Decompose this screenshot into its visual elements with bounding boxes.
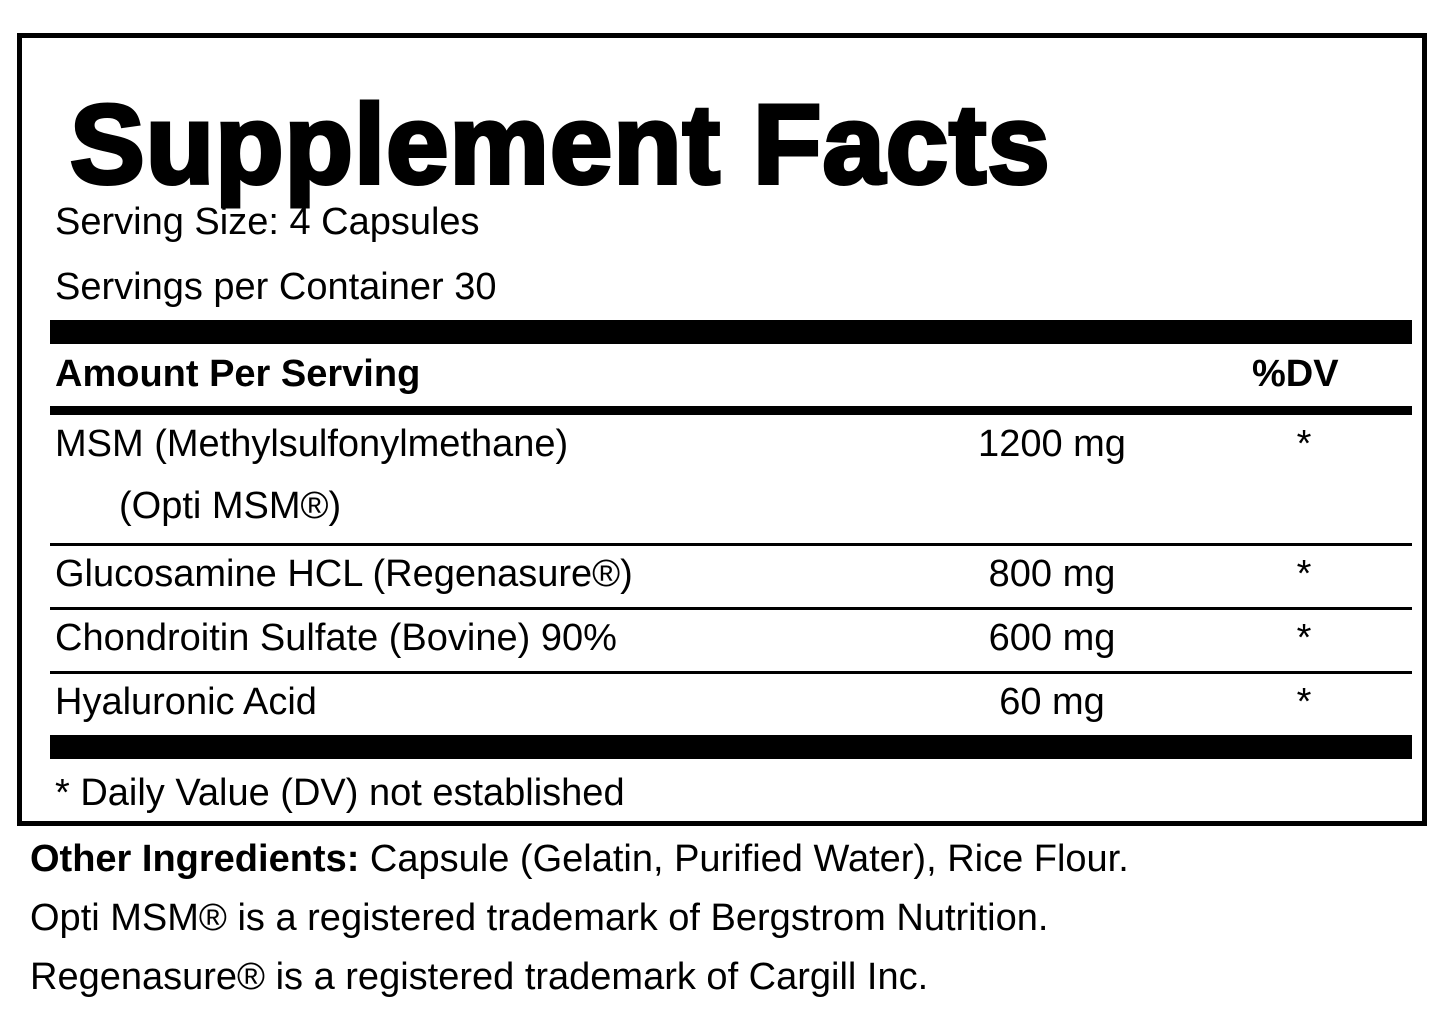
row-rule — [50, 543, 1412, 546]
row-rule — [50, 607, 1412, 610]
row-rule — [50, 671, 1412, 674]
ingredient-name: Hyaluronic Acid — [55, 681, 317, 723]
rule — [50, 406, 1412, 415]
dv-header: %DV — [1252, 353, 1339, 395]
ingredient-sub: (Opti MSM®) — [119, 485, 342, 527]
serving-size: Serving Size: 4 Capsules — [55, 201, 480, 243]
ingredient-dv: * — [1296, 553, 1312, 595]
thick-rule — [50, 320, 1412, 344]
note: Opti MSM® is a registered trademark of B… — [30, 897, 1049, 939]
ingredient-dv: * — [1296, 617, 1312, 659]
ingredient-name: Chondroitin Sulfate (Bovine) 90% — [55, 617, 617, 659]
ingredient-name: Glucosamine HCL (Regenasure®) — [55, 553, 633, 595]
ingredient-amount: 60 mg — [999, 681, 1105, 723]
footnote: * Daily Value (DV) not established — [55, 772, 625, 814]
title: Supplement Facts — [68, 80, 1052, 209]
servings-per-container: Servings per Container 30 — [55, 266, 497, 308]
note: Regenasure® is a registered trademark of… — [30, 956, 929, 998]
other-ingredients: Other Ingredients: Capsule (Gelatin, Pur… — [30, 838, 1129, 881]
other-text: Capsule (Gelatin, Purified Water), Rice … — [359, 838, 1129, 880]
ingredient-dv: * — [1296, 423, 1312, 465]
facts-panel: Supplement Facts Serving Size: 4 Capsule… — [17, 33, 1427, 826]
ingredient-amount: 800 mg — [988, 553, 1116, 595]
ingredient-dv: * — [1296, 681, 1312, 723]
ingredient-amount: 1200 mg — [978, 423, 1126, 465]
thick-rule — [50, 735, 1412, 759]
ingredient-name: MSM (Methylsulfonylmethane) — [55, 423, 569, 465]
ingredient-amount: 600 mg — [988, 617, 1116, 659]
amount-header: Amount Per Serving — [55, 353, 421, 395]
other-label: Other Ingredients: — [30, 838, 360, 880]
